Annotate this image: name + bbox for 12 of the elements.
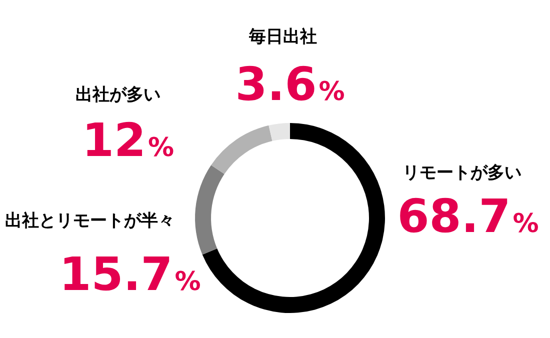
donut-slice	[211, 125, 272, 174]
data-label: 3.6%	[235, 57, 345, 111]
slice-label: 出社が多い	[76, 85, 160, 105]
slice-label: 出社とリモートが半々	[5, 211, 175, 231]
data-label: 12%	[82, 113, 174, 167]
slice-label: 毎日出社	[248, 27, 317, 47]
donut-slice	[268, 123, 290, 142]
donut-slice	[202, 123, 385, 313]
donut-slice	[195, 165, 224, 255]
slice-label: リモートが多い	[402, 163, 522, 183]
data-label: 15.7%	[59, 247, 201, 301]
data-label: 68.7%	[397, 189, 539, 243]
